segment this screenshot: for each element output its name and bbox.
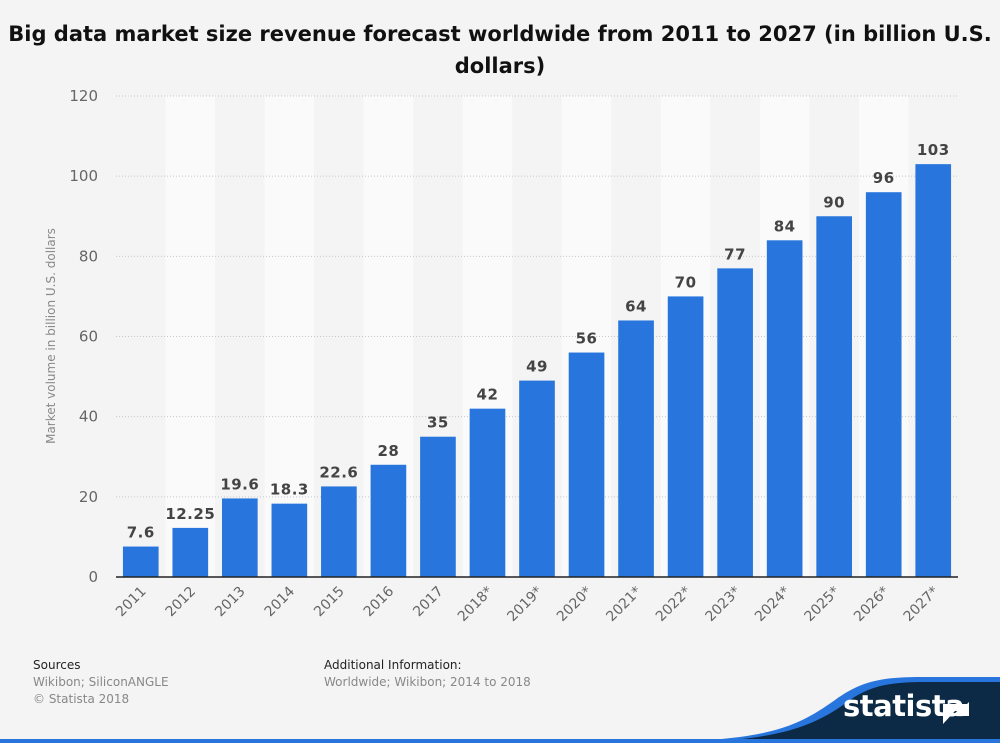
x-tick-label: 2019* <box>504 584 545 625</box>
y-tick-label: 60 <box>79 328 98 346</box>
data-label: 84 <box>774 217 796 235</box>
x-tick-label: 2022* <box>653 584 694 625</box>
x-tick-label: 2023* <box>702 584 743 625</box>
x-tick-label: 2024* <box>752 584 793 625</box>
data-label: 49 <box>526 358 548 376</box>
bar <box>271 503 308 577</box>
data-label: 18.3 <box>270 481 309 499</box>
x-tick-label: 2021* <box>603 584 644 625</box>
data-label: 22.6 <box>319 463 358 481</box>
bar <box>420 436 456 577</box>
bar <box>321 486 357 577</box>
bar <box>172 527 209 577</box>
y-tick-label: 120 <box>69 87 98 105</box>
additional-info-text: Worldwide; Wikibon; 2014 to 2018 <box>324 675 531 689</box>
sources-heading: Sources <box>33 658 81 672</box>
bar <box>122 546 159 577</box>
statista-logo[interactable]: statista <box>843 689 965 723</box>
copyright-text: © Statista 2018 <box>33 692 130 706</box>
x-tick-label: 2020* <box>554 584 595 625</box>
chart-title: Big data market size revenue forecast wo… <box>8 22 992 78</box>
bar <box>519 380 555 577</box>
x-tick-label: 2027* <box>901 584 942 625</box>
bar <box>865 192 902 577</box>
additional-info-block: Additional Information: Worldwide; Wikib… <box>324 657 531 691</box>
y-tick-label: 100 <box>69 167 98 185</box>
data-label: 56 <box>576 330 598 348</box>
y-axis-label: Market volume in billion U.S. dollars <box>44 228 58 444</box>
bar <box>469 408 506 577</box>
x-tick-label: 2017 <box>410 584 447 621</box>
x-tick-label: 2015 <box>311 584 348 621</box>
data-label: 103 <box>917 141 950 159</box>
bar <box>667 296 704 577</box>
x-tick-label: 2025* <box>802 584 843 625</box>
bar <box>618 320 654 577</box>
data-label: 77 <box>724 245 746 263</box>
data-label: 64 <box>625 297 647 315</box>
data-label: 28 <box>377 442 399 460</box>
statista-banner <box>0 677 1000 743</box>
additional-info-heading: Additional Information: <box>324 658 462 672</box>
bar <box>370 464 407 577</box>
data-label: 19.6 <box>220 475 259 493</box>
data-label: 96 <box>873 169 895 187</box>
bar <box>915 164 952 577</box>
data-label: 70 <box>675 273 697 291</box>
x-tick-label: 2012 <box>163 584 200 621</box>
x-tick-label: 2013 <box>212 584 249 621</box>
x-tick-label: 2014 <box>262 583 299 620</box>
data-label: 7.6 <box>127 524 155 542</box>
x-tick-label: 2026* <box>851 584 892 625</box>
bar <box>568 352 605 577</box>
sources-block: Sources Wikibon; SiliconANGLE © Statista… <box>33 657 169 708</box>
x-tick-label: 2018* <box>455 584 496 625</box>
bar <box>766 240 803 578</box>
data-label: 90 <box>823 193 845 211</box>
bar-chart: 0 20 40 60 80 100 120 7.6 2011 12.25 2012 19.6 2013 1… <box>44 87 958 625</box>
y-tick-label: 80 <box>79 247 98 265</box>
y-tick-label: 20 <box>79 488 98 506</box>
x-tick-label: 2016 <box>361 583 398 620</box>
sources-text[interactable]: Wikibon; SiliconANGLE <box>33 675 169 689</box>
data-label: 42 <box>477 386 499 404</box>
y-tick-label: 0 <box>88 568 98 586</box>
x-tick-label: 2011 <box>113 584 150 621</box>
bar <box>221 498 258 577</box>
statista-logo-icon <box>943 702 969 724</box>
bar <box>717 268 753 577</box>
data-label: 35 <box>427 414 449 432</box>
bar <box>816 216 853 577</box>
data-label: 12.25 <box>165 505 215 523</box>
y-tick-label: 40 <box>79 408 98 426</box>
